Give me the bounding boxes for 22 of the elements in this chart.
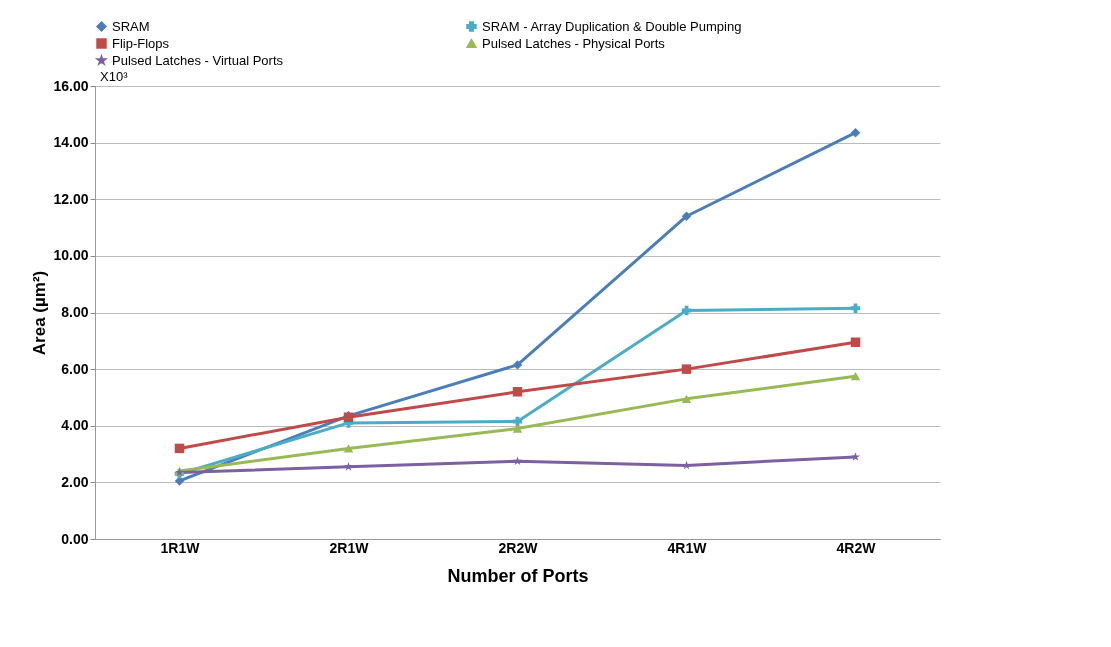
x-tick-label: 1R1W [160,539,201,556]
y-tick-label: 12.00 [53,190,89,207]
legend-label: SRAM [112,18,150,34]
y-tick-label: 6.00 [61,360,89,377]
legend-label: SRAM - Array Duplication & Double Pumping [482,18,742,34]
x-tick-label: 2R1W [329,539,370,556]
legend-label: Flip-Flops [112,35,170,51]
x-axis-title: Number of Ports [447,565,589,586]
x-tick-label: 4R2W [836,539,877,556]
y-tick-label: 16.00 [53,77,89,94]
x-tick-label: 4R1W [667,539,708,556]
x-tick-label: 2R2W [498,539,539,556]
y-axis-title: Area (µm²) [30,270,50,356]
y-tick-label: 10.00 [53,247,89,264]
text: X10³ [100,69,129,84]
y-tick-label: 4.00 [61,417,89,434]
legend-label: Pulsed Latches - Physical Ports [482,35,666,51]
y-tick-label: 8.00 [61,304,89,320]
legend-label: Pulsed Latches - Virtual Ports [112,52,284,68]
y-tick-label: 2.00 [61,473,89,490]
y-tick-label: 14.00 [53,134,89,151]
y-tick-label: 0.00 [61,530,89,547]
